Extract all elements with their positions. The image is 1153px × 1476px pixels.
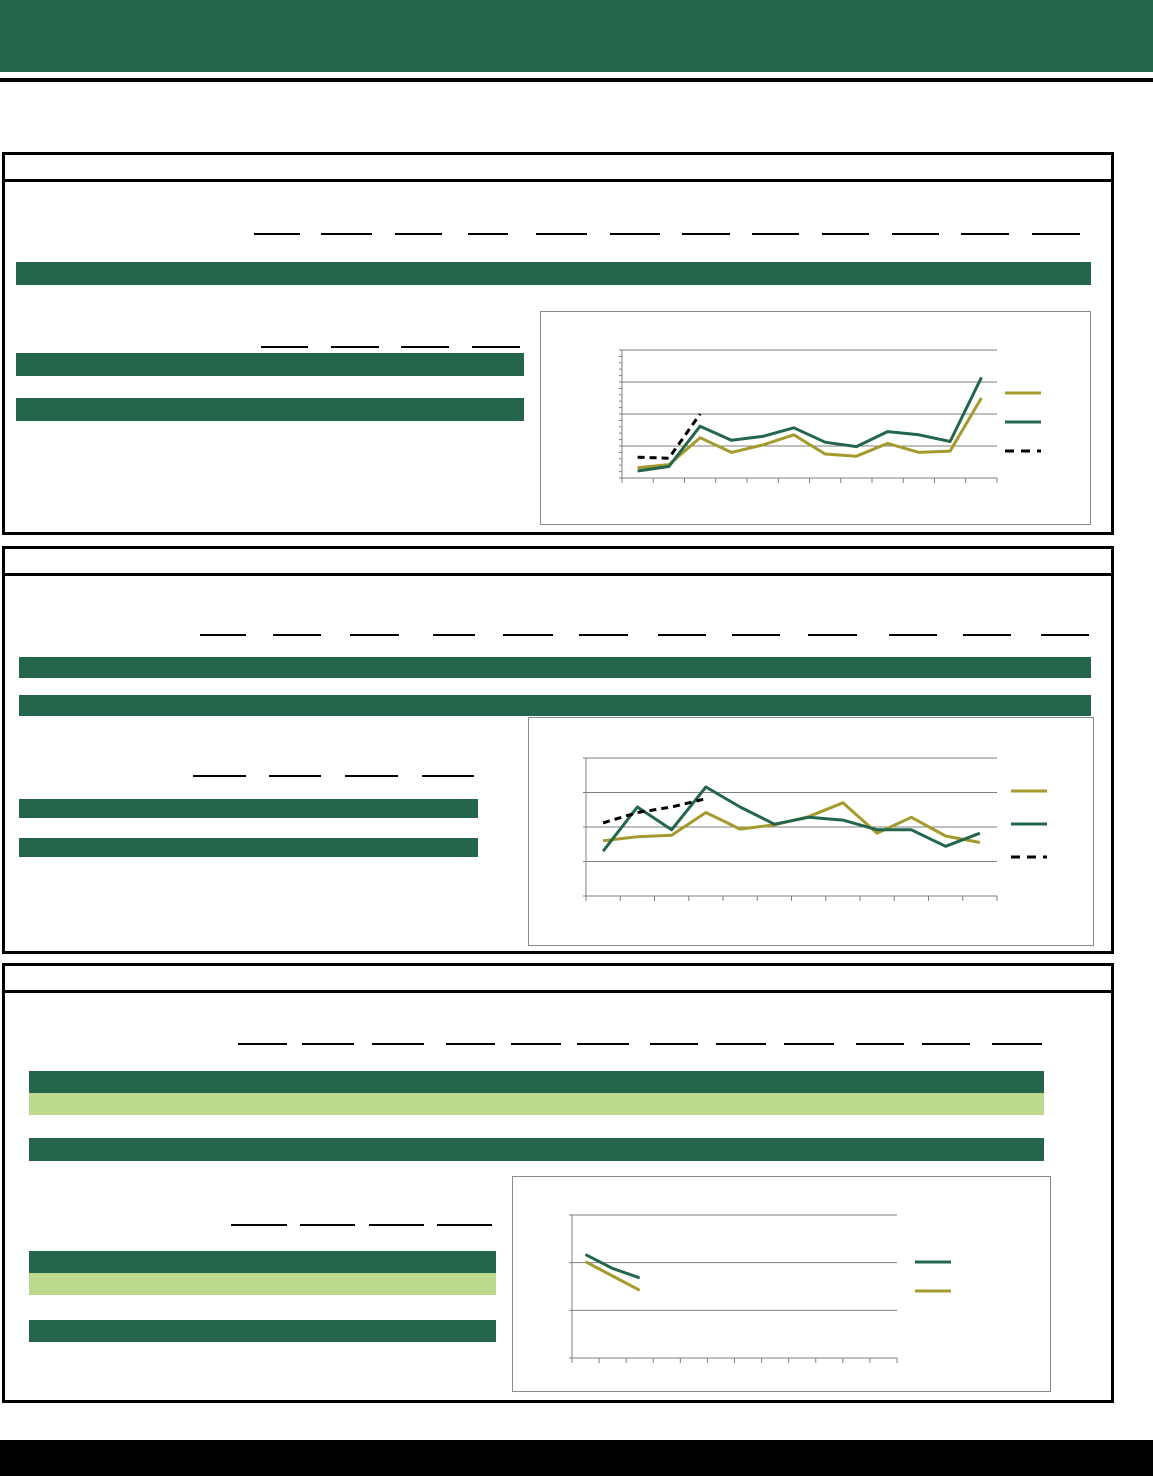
column-header-rule (650, 1043, 698, 1045)
panel-3-summary-total-row (29, 1320, 496, 1342)
series-line-2 (637, 376, 983, 473)
column-header-rule (889, 634, 937, 636)
column-header-rule (422, 775, 474, 777)
column-header-rule (446, 1043, 495, 1045)
panel-3-chart (512, 1176, 1051, 1392)
column-header-rule (511, 1043, 561, 1045)
series-line-1 (637, 397, 983, 470)
column-header-rule (468, 233, 508, 235)
column-header-rule (395, 233, 442, 235)
column-header-rule (261, 346, 308, 348)
column-header-rule (254, 233, 300, 235)
column-header-rule (892, 233, 939, 235)
column-header-rule (437, 1224, 492, 1226)
column-header-rule (372, 1043, 424, 1045)
panel-2-summary-row (19, 799, 478, 818)
column-header-rule (269, 775, 321, 777)
column-header-rule (610, 233, 660, 235)
column-header-rule (1032, 233, 1080, 235)
column-header-rule (238, 1043, 287, 1045)
column-header-rule (682, 233, 730, 235)
column-header-rule (536, 233, 587, 235)
panel-2-chart (528, 717, 1094, 946)
panel-2-data-row (19, 657, 1091, 678)
panel-3-data-row (29, 1071, 1044, 1093)
panel-3-summary-row-highlight (29, 1273, 496, 1295)
panel-2-title-bar (5, 549, 1111, 576)
panel-3-data-row-highlight (29, 1093, 1044, 1115)
column-header-rule (732, 634, 780, 636)
panel-1-title-bar (5, 155, 1111, 182)
panel-1-summary-row (16, 398, 524, 421)
panel-1-data-row (16, 262, 1091, 285)
column-header-rule (231, 1224, 287, 1226)
column-header-rule (345, 775, 398, 777)
column-header-rule (200, 634, 246, 636)
footer-band (0, 1440, 1153, 1476)
column-header-rule (350, 634, 399, 636)
panel-2-summary-row (19, 838, 478, 857)
column-header-rule (822, 233, 869, 235)
column-header-rule (1041, 634, 1089, 636)
panel-2-data-row (19, 695, 1091, 716)
series-line-2 (584, 1260, 641, 1292)
header-band (0, 0, 1153, 72)
column-header-rule (963, 634, 1011, 636)
panel-3-title-bar (5, 966, 1111, 993)
column-header-rule (961, 233, 1009, 235)
column-header-rule (658, 634, 706, 636)
column-header-rule (716, 1043, 766, 1045)
column-header-rule (808, 634, 857, 636)
column-header-rule (331, 346, 379, 348)
header-divider (0, 78, 1153, 82)
column-header-rule (369, 1224, 424, 1226)
column-header-rule (193, 775, 246, 777)
column-header-rule (273, 634, 321, 636)
column-header-rule (433, 634, 475, 636)
column-header-rule (922, 1043, 970, 1045)
series-line-3 (602, 797, 707, 825)
series-line-1 (584, 1253, 641, 1280)
panel-1-chart (540, 311, 1091, 525)
column-header-rule (856, 1043, 904, 1045)
panel-1-summary-row (16, 353, 524, 376)
column-header-rule (992, 1043, 1042, 1045)
column-header-rule (503, 634, 553, 636)
column-header-rule (401, 346, 449, 348)
column-header-rule (302, 1043, 354, 1045)
column-header-rule (752, 233, 799, 235)
column-header-rule (784, 1043, 834, 1045)
column-header-rule (321, 233, 372, 235)
panel-3-summary-row (29, 1251, 496, 1273)
column-header-rule (300, 1224, 355, 1226)
panel-3-total-row (29, 1138, 1044, 1161)
column-header-rule (579, 634, 628, 636)
column-header-rule (577, 1043, 629, 1045)
column-header-rule (472, 346, 520, 348)
series-line-2 (601, 785, 981, 853)
